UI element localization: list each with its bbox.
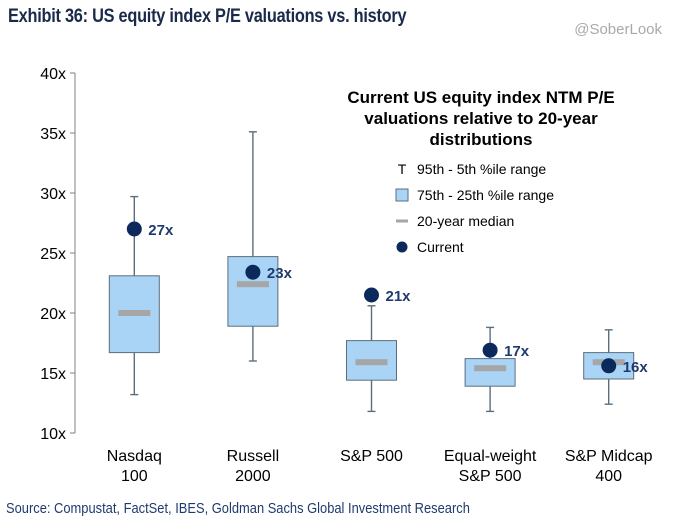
- y-axis: 10x 15x 20x 25x 30x 35x 40x: [40, 66, 76, 443]
- current-label: 21x: [386, 288, 412, 305]
- watermark: @SoberLook: [574, 21, 662, 38]
- box-group: 27x: [108, 195, 174, 396]
- x-tick-label: Equal-weight: [444, 448, 537, 465]
- legend-label: 20-year median: [417, 213, 514, 229]
- legend-whisker-symbol: T: [398, 161, 407, 177]
- x-tick-label: 400: [595, 468, 622, 485]
- x-tick-label: S&P 500: [340, 448, 403, 465]
- current-label: 16x: [623, 359, 649, 376]
- chart-title: valuations relative to 20-year: [364, 109, 598, 128]
- legend-label: 75th - 25th %ile range: [417, 187, 554, 203]
- chart-title: distributions: [430, 130, 533, 149]
- box-group: 23x: [227, 131, 293, 362]
- exhibit-title: Exhibit 36: US equity index P/E valuatio…: [8, 6, 407, 27]
- current-point: [126, 221, 142, 237]
- y-tick-label: 20x: [40, 306, 66, 323]
- chart-title: Current US equity index NTM P/E: [347, 88, 614, 107]
- iqr-box: [464, 358, 516, 387]
- x-tick-label: S&P Midcap: [565, 448, 653, 465]
- current-point: [601, 358, 617, 374]
- current-label: 23x: [267, 265, 293, 282]
- legend-label: Current: [417, 239, 464, 255]
- legend-box-symbol: [395, 188, 409, 202]
- source-note: Source: Compustat, FactSet, IBES, Goldma…: [6, 500, 470, 517]
- median-mark: [236, 281, 269, 288]
- x-tick-label: S&P 500: [459, 468, 522, 485]
- current-point: [482, 342, 498, 358]
- x-tick-label: Russell: [227, 448, 279, 465]
- y-tick-label: 10x: [40, 426, 66, 443]
- box-group: 16x: [583, 329, 649, 405]
- x-tick-label: Nasdaq: [107, 448, 162, 465]
- median-mark: [118, 310, 151, 316]
- median-mark: [474, 365, 507, 372]
- box-group: 17x: [464, 326, 530, 413]
- legend-median-symbol: [396, 219, 408, 223]
- y-tick-label: 25x: [40, 246, 66, 263]
- box-group: 21x: [346, 287, 412, 413]
- x-axis: Nasdaq 100 Russell 2000 S&P 500 Equal-weight S…: [107, 448, 653, 485]
- y-tick-label: 35x: [40, 126, 66, 143]
- legend-label: 95th - 5th %ile range: [417, 161, 546, 177]
- median-mark: [355, 359, 388, 366]
- y-tick-label: 40x: [40, 66, 66, 83]
- y-tick-label: 30x: [40, 186, 66, 203]
- current-point: [364, 287, 379, 303]
- legend-current-symbol: [396, 241, 408, 253]
- x-tick-label: 100: [121, 468, 148, 485]
- current-label: 17x: [504, 343, 530, 360]
- current-point: [245, 264, 261, 280]
- current-label: 27x: [148, 222, 174, 239]
- legend: Current US equity index NTM P/E valuation…: [347, 88, 614, 255]
- y-tick-label: 15x: [40, 366, 66, 383]
- x-tick-label: 2000: [235, 468, 271, 485]
- plot-area: 27x 23x 21x 17x 16x: [108, 131, 649, 413]
